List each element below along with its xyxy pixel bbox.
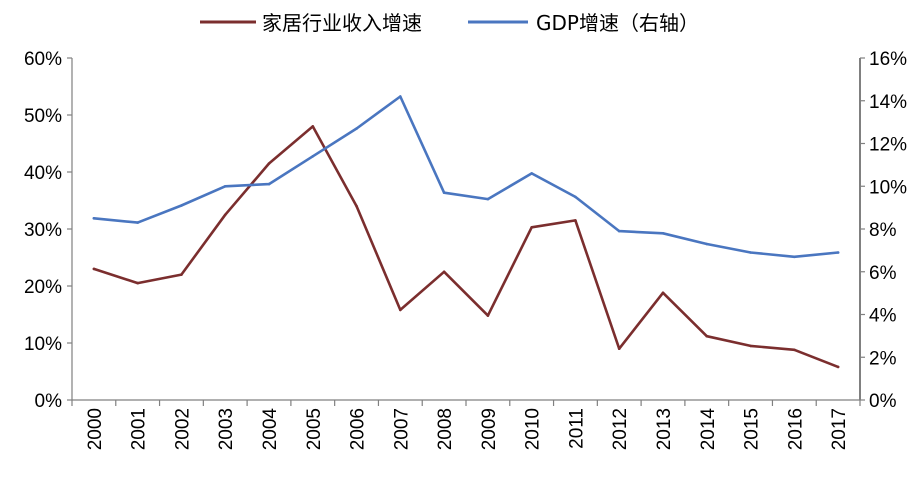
- left-tick-label: 40%: [24, 163, 62, 184]
- series-2-point: [486, 197, 490, 201]
- series-2-point: [267, 182, 271, 186]
- series-2-point: [574, 195, 577, 199]
- series-2-point: [530, 172, 533, 175]
- left-tick-label: 30%: [24, 220, 62, 241]
- x-tick-label: 2010: [523, 408, 544, 450]
- series-1-point: [574, 219, 577, 222]
- series-1-point: [311, 125, 315, 128]
- series-1-point: [486, 314, 490, 317]
- series-line-1: [92, 125, 840, 369]
- series-2-point: [749, 251, 752, 254]
- series-layer: [92, 95, 840, 369]
- series-1-point: [399, 308, 402, 312]
- legend-label-2: GDP增速（右轴）: [536, 11, 699, 35]
- x-tick-label: 2015: [742, 408, 763, 450]
- right-tick-label: 10%: [869, 177, 907, 198]
- right-tick-label: 2%: [869, 348, 897, 369]
- right-tick-label: 14%: [869, 92, 907, 113]
- series-2-point: [311, 155, 315, 158]
- left-tick-label: 10%: [24, 334, 62, 355]
- chart-axes: 0% 10% 20% 30% 40% 50% 60% 0% 2% 4% 6% 8% 10% 12% 14% 1…: [24, 49, 907, 450]
- x-tick-label: 2016: [785, 408, 806, 450]
- left-tick-label: 50%: [24, 106, 62, 127]
- series-2-point: [661, 232, 665, 235]
- series-1-point: [749, 344, 752, 348]
- x-tick-label: 2013: [654, 408, 675, 450]
- x-tick-label: 2006: [348, 408, 369, 450]
- series-1-point: [223, 213, 227, 217]
- series-2-point: [793, 255, 796, 259]
- x-tick-label: 2014: [698, 408, 719, 451]
- x-tick-label: 2017: [829, 408, 850, 450]
- legend-label-1: 家居行业收入增速: [262, 11, 422, 35]
- left-tick-label: 60%: [24, 49, 62, 70]
- series-1-point: [180, 273, 183, 276]
- x-tick-label: 2002: [172, 408, 193, 450]
- left-tick-label: 0%: [35, 391, 63, 412]
- series-1-point: [836, 365, 840, 369]
- series-1-point: [530, 226, 533, 229]
- series-2-point: [442, 191, 446, 194]
- series-1-point: [442, 270, 446, 274]
- right-tick-label: 0%: [869, 391, 897, 412]
- series-1-point: [793, 348, 796, 352]
- series-2-point: [136, 221, 139, 224]
- series-2-point: [223, 185, 227, 188]
- x-tick-label: 2001: [129, 408, 150, 450]
- series-2-point: [399, 95, 402, 98]
- x-tick-label: 2003: [216, 408, 237, 450]
- series-1-point: [705, 334, 709, 338]
- right-tick-label: 12%: [869, 135, 907, 156]
- x-tick-label: 2008: [435, 408, 456, 450]
- series-2-point: [836, 251, 840, 254]
- x-tick-label: 2009: [479, 408, 500, 450]
- x-tick-label: 2012: [610, 408, 631, 450]
- x-tick-label: 2004: [260, 408, 281, 451]
- series-2-point: [180, 204, 183, 207]
- series-1-point: [136, 281, 139, 285]
- series-2-point: [617, 229, 621, 233]
- right-tick-label: 16%: [869, 49, 907, 70]
- series-2-point: [355, 127, 358, 130]
- x-tick-label: 2005: [304, 408, 325, 450]
- x-tick-label: 2000: [85, 408, 106, 450]
- left-tick-label: 20%: [24, 277, 62, 298]
- series-1-point: [661, 291, 665, 295]
- right-tick-label: 4%: [869, 306, 897, 327]
- chart-legend: 家居行业收入增速 GDP增速（右轴）: [200, 11, 699, 35]
- series-1-point: [267, 162, 271, 165]
- series-line-2: [92, 95, 840, 259]
- series-2-point: [705, 242, 709, 246]
- x-tick-label: 2011: [566, 408, 587, 449]
- series-1-point: [92, 267, 96, 271]
- right-tick-label: 8%: [869, 220, 897, 241]
- right-tick-label: 6%: [869, 263, 897, 284]
- series-1-point: [355, 204, 358, 208]
- series-2-point: [92, 217, 96, 220]
- x-tick-label: 2007: [391, 408, 412, 450]
- series-1-point: [617, 347, 621, 351]
